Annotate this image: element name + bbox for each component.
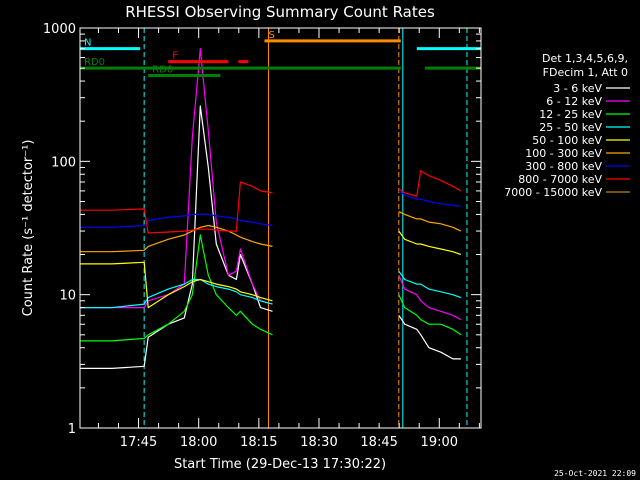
x-tick-label: 18:30 — [300, 435, 337, 450]
y-tick-label: 1000 — [43, 22, 76, 37]
legend-entry-25-50-kev: 25 - 50 keV — [539, 121, 602, 134]
timestamp: 25-Oct-2021 22:09 — [554, 469, 636, 478]
y-axis-label: Count Rate (s⁻¹ detector⁻¹) — [21, 140, 36, 317]
y-tick-label: 10 — [59, 289, 76, 304]
legend-header-line2: FDecim 1, Att 0 — [543, 66, 628, 79]
flag-label-f: F — [172, 51, 178, 62]
plot-content — [79, 28, 468, 428]
x-tick-label: 17:45 — [120, 435, 157, 450]
x-axis-label: Start Time (29-Dec-13 17:30:22) — [174, 457, 386, 472]
legend-entry-12-25-kev: 12 - 25 keV — [539, 108, 602, 121]
series-line-25-50-kev — [80, 270, 462, 309]
legend-entry-3-6-kev: 3 - 6 keV — [553, 82, 602, 95]
series-line-50-100-kev — [80, 230, 462, 309]
flag-label-rd6: RD6 — [152, 65, 173, 76]
plot-frame — [79, 27, 482, 429]
series-line-100-300-kev — [80, 211, 462, 253]
axes: 1 10 100 1000 17:45 18:00 18:15 18:30 18:45 19:00 — [43, 22, 482, 450]
series-line-800-7000-kev — [80, 170, 462, 234]
flag-label-rd0: RD0 — [84, 57, 105, 68]
series-line-3-6-kev — [80, 105, 461, 369]
legend-entry-50-100-kev: 50 - 100 keV — [532, 134, 602, 147]
flag-label-s: S — [268, 30, 274, 41]
series-line-6-12-kev — [80, 48, 462, 321]
x-tick-label: 18:45 — [360, 435, 397, 450]
series-line-12-25-kev — [80, 234, 462, 342]
legend-entry-300-800-kev: 300 - 800 keV — [525, 160, 602, 173]
legend: Det 1,3,4,5,6,9, FDecim 1, Att 0 3 - 6 k… — [504, 52, 630, 199]
x-tick-label: 18:15 — [240, 435, 277, 450]
legend-entry-100-300-kev: 100 - 300 keV — [525, 147, 602, 160]
legend-entry-7000-15000-kev: 7000 - 15000 keV — [504, 186, 602, 199]
chart-title: RHESSI Observing Summary Count Rates — [125, 3, 435, 21]
legend-entry-800-7000-kev: 800 - 7000 keV — [518, 173, 602, 186]
legend-entry-6-12-kev: 6 - 12 keV — [546, 95, 602, 108]
x-tick-label: 18:00 — [180, 435, 217, 450]
y-tick-label: 1 — [68, 422, 76, 437]
y-tick-label: 100 — [51, 155, 76, 170]
x-tick-label: 19:00 — [421, 435, 458, 450]
legend-header-line1: Det 1,3,4,5,6,9, — [542, 52, 628, 65]
flag-label-n: N — [84, 38, 91, 49]
flag-bars: N S F RD0 RD6 — [80, 30, 481, 78]
